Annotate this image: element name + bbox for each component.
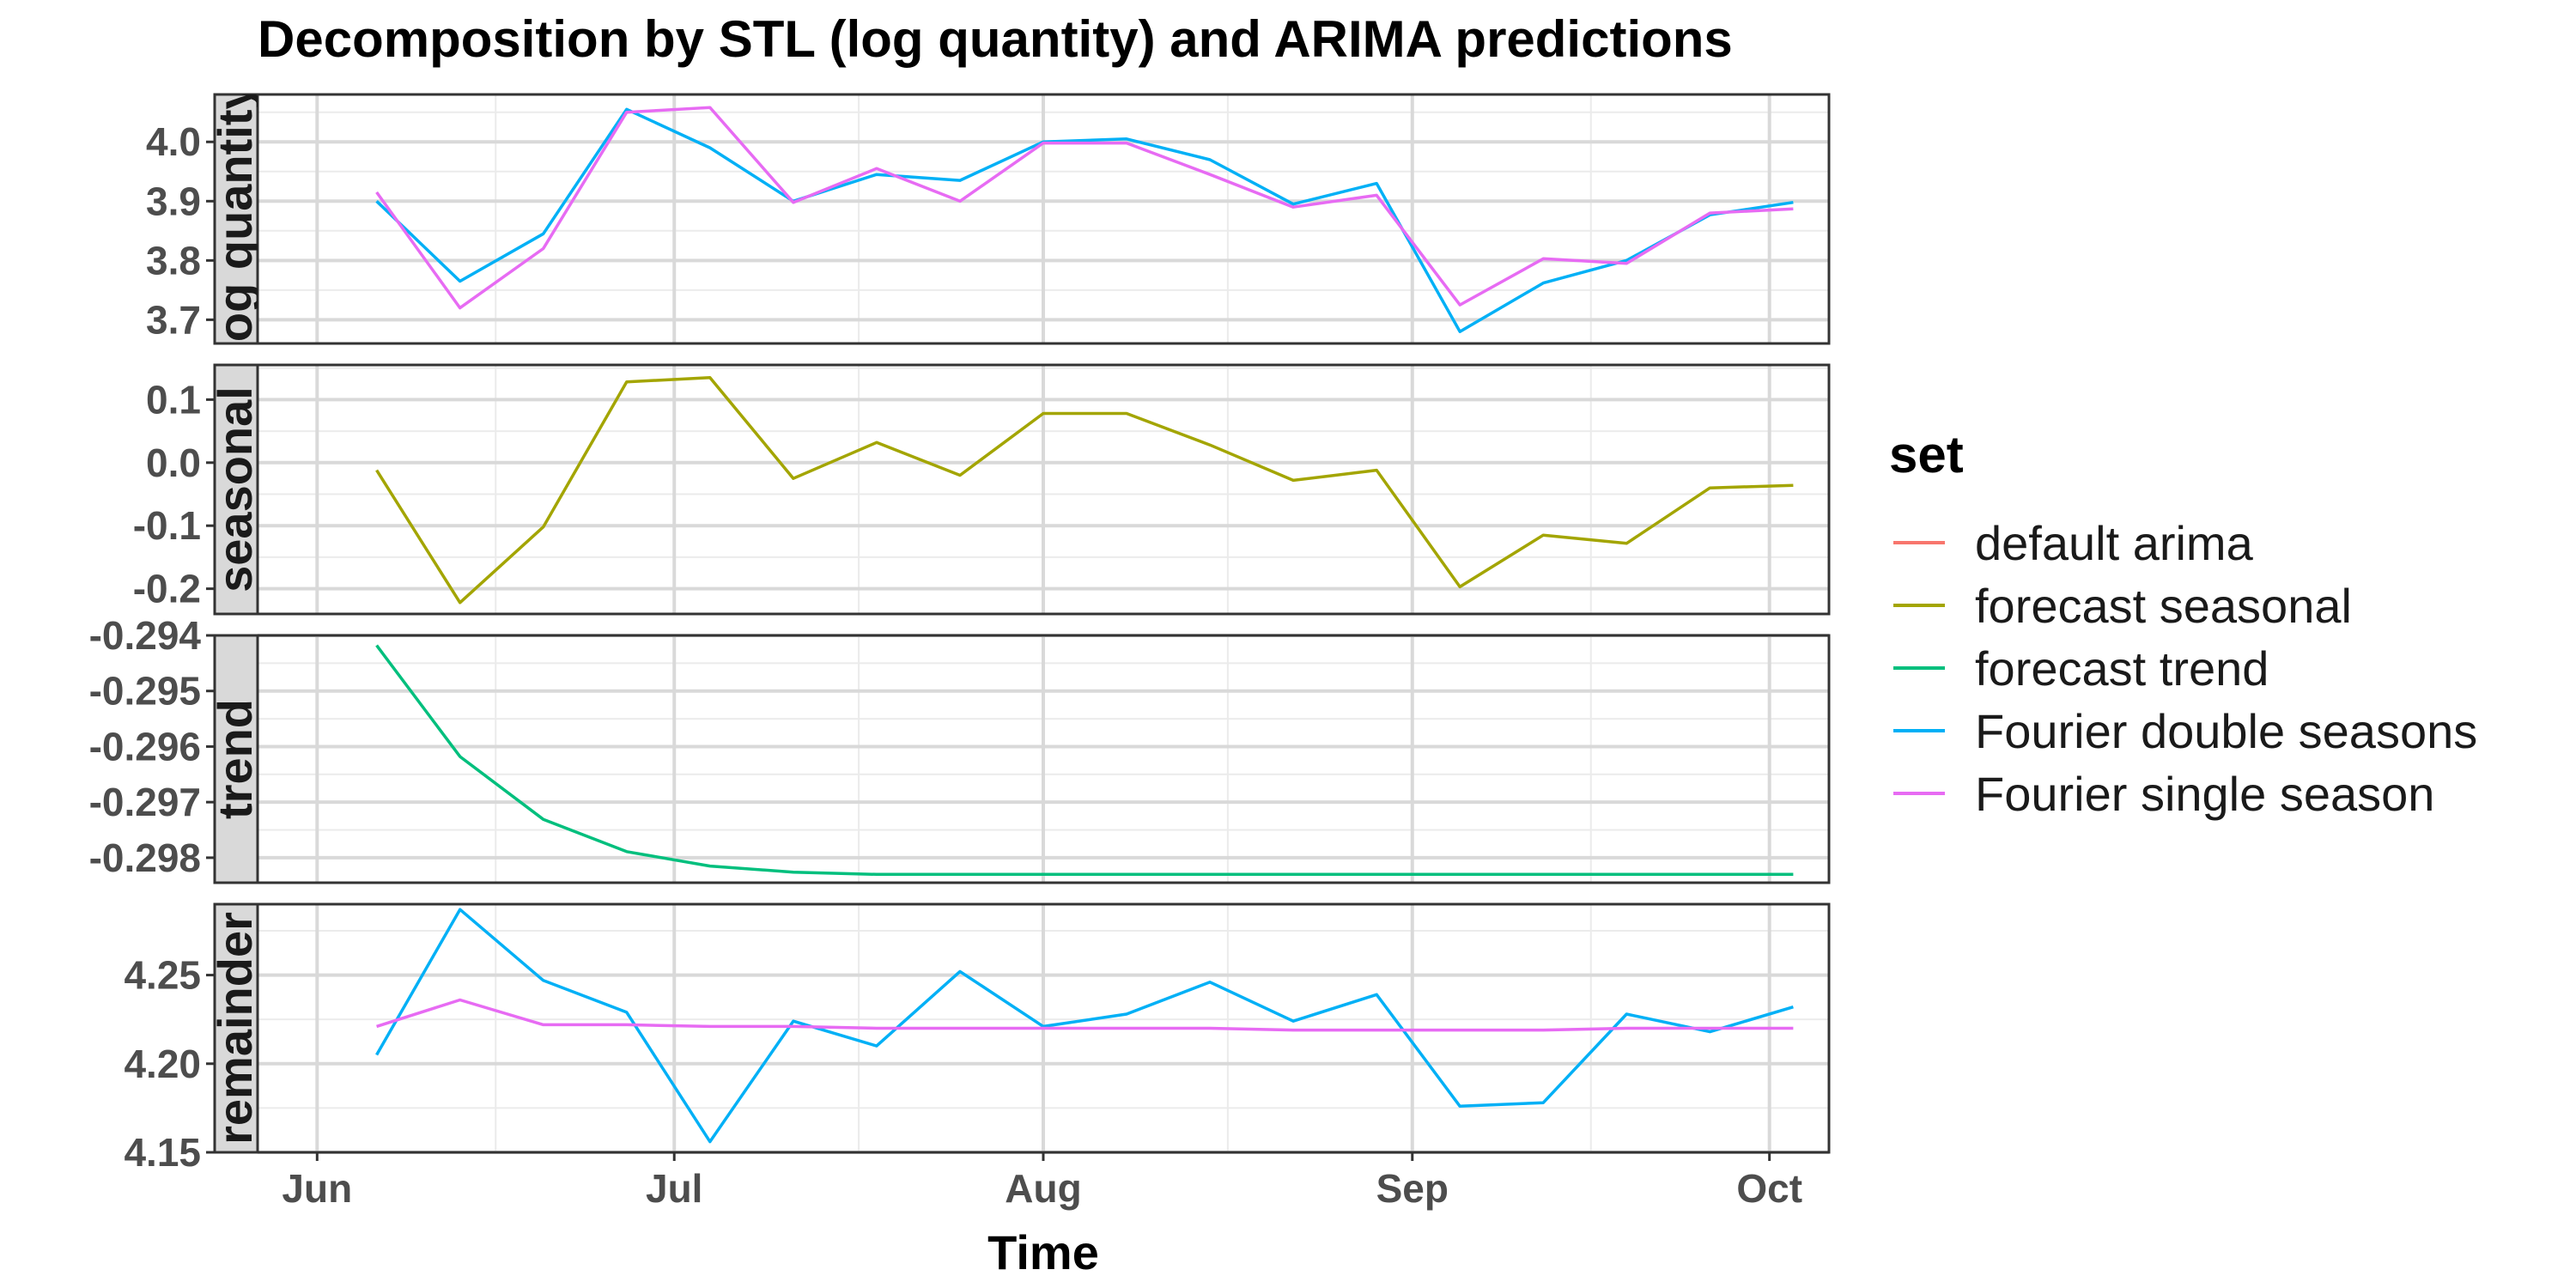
series-line-fourier-single-season	[375, 106, 1794, 310]
x-tick-label: Oct	[1736, 1166, 1802, 1211]
y-tick-label: -0.294	[89, 613, 202, 658]
y-tick-label: -0.2	[133, 567, 201, 611]
chart-title: Decomposition by STL (log quantity) and …	[258, 10, 1733, 68]
facet-strip	[213, 634, 259, 884]
legend: set default arima forecast seasonal foreca…	[1889, 426, 2477, 821]
x-axis: Jun Jul Aug Sep Oct	[282, 1152, 1802, 1211]
y-tick-label: -0.296	[89, 724, 201, 769]
legend-label: forecast seasonal	[1975, 579, 2352, 633]
y-tick-label: 3.8	[146, 238, 201, 283]
y-tick-label: 3.7	[146, 297, 201, 342]
facet-strip-label: log quantity	[208, 82, 262, 355]
y-tick-label: -0.295	[89, 669, 201, 714]
x-tick-label: Aug	[1005, 1166, 1081, 1211]
y-tick-label: 0.1	[146, 377, 201, 422]
x-tick-label: Jun	[282, 1166, 352, 1211]
y-tick-label: 4.20	[124, 1042, 201, 1086]
y-tick-label: -0.1	[133, 503, 201, 548]
y-tick-label: 4.15	[124, 1130, 201, 1175]
series-line-fourier-single-season	[376, 998, 1794, 1032]
y-tick-label: 4.0	[146, 119, 201, 164]
panel-trend: trend-0.298 -0.297 -0.296 -0.295 -0.294	[89, 613, 1831, 884]
legend-label: default arima	[1975, 516, 2254, 570]
series-line-fourier-double-seasons	[375, 107, 1794, 333]
x-tick-label: Jul	[646, 1166, 702, 1211]
y-tick-label: 3.9	[146, 179, 201, 223]
series-line-forecast-trend	[375, 644, 1794, 877]
y-tick-label: -0.298	[89, 835, 201, 880]
facet-strip	[213, 902, 259, 1154]
x-axis-title: Time	[987, 1225, 1099, 1279]
x-tick-label: Sep	[1376, 1166, 1449, 1211]
y-tick-label: -0.297	[89, 780, 201, 824]
panel-seasonal: seasonal-0.2 -0.1 0.0 0.1	[133, 363, 1831, 616]
y-tick-label: 0.0	[146, 440, 201, 485]
facet-strip	[213, 93, 259, 345]
legend-label: Fourier single season	[1975, 767, 2434, 821]
facet-strip-label: remainder	[208, 912, 262, 1145]
series-line-fourier-double-seasons	[375, 908, 1794, 1144]
legend-label: forecast trend	[1975, 641, 2269, 696]
facet-strip-label: trend	[208, 699, 262, 819]
legend-label: Fourier double seasons	[1975, 704, 2477, 758]
facet-strip	[213, 363, 259, 616]
facet-strip-label: seasonal	[208, 386, 262, 592]
legend-title: set	[1889, 426, 1964, 483]
y-tick-label: 4.25	[124, 953, 201, 998]
series-line-forecast-seasonal	[375, 375, 1794, 605]
